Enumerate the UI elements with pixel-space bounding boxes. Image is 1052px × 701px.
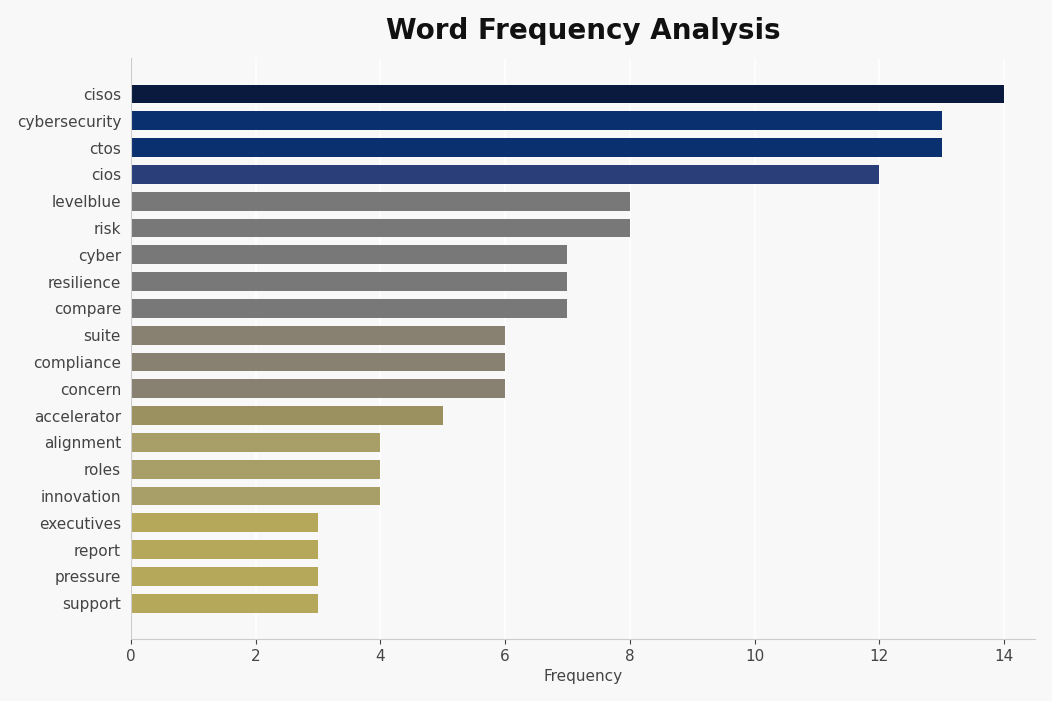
Bar — [130, 353, 505, 372]
Bar — [130, 111, 942, 130]
Bar — [130, 272, 567, 291]
Bar — [130, 433, 381, 452]
Bar — [130, 165, 879, 184]
Bar — [130, 540, 318, 559]
Bar — [130, 219, 630, 238]
Bar — [130, 486, 381, 505]
Bar — [130, 85, 1005, 103]
Bar — [130, 567, 318, 586]
Bar — [130, 138, 942, 157]
Bar — [130, 460, 381, 479]
Bar — [130, 406, 443, 425]
Bar — [130, 326, 505, 345]
Bar — [130, 299, 567, 318]
Bar — [130, 513, 318, 532]
Bar — [130, 245, 567, 264]
X-axis label: Frequency: Frequency — [544, 669, 623, 684]
Bar — [130, 379, 505, 398]
Bar — [130, 594, 318, 613]
Bar — [130, 192, 630, 210]
Title: Word Frequency Analysis: Word Frequency Analysis — [386, 17, 781, 45]
